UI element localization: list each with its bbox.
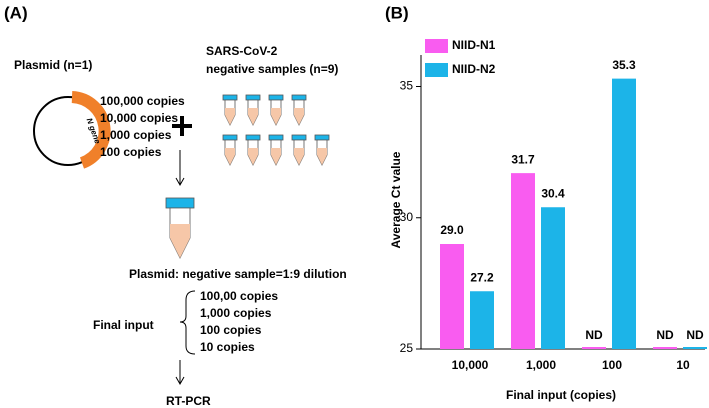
tube-cap [268,134,284,141]
bar [612,78,636,349]
final-input: 100,00 copies [200,289,278,303]
assay: RT-PCR [166,394,211,408]
arrow [175,360,185,386]
tube-liquid [170,224,190,258]
y-tick-label: 35 [400,79,414,93]
tube-cap [165,197,195,209]
legend-swatch [425,63,448,77]
tube-liquid [317,148,327,165]
x-tick-label: 1,000 [526,358,556,372]
tube-liquid [271,148,281,165]
value-label: 29.0 [440,223,464,237]
value-label: ND [656,328,674,342]
copies: 1,000 copies [100,128,172,142]
bar [470,291,494,349]
legend-swatch [425,39,448,53]
legend-label: NIID-N2 [452,62,496,76]
samples-title: negative samples (n=9) [206,62,338,76]
panel-a: (A) Plasmid (n=1) N gene 100,000 copies … [4,3,347,408]
y-tick-label: 30 [400,210,414,224]
tube-liquid [225,148,235,165]
plus [172,116,192,136]
tube-cap [291,134,307,141]
final-input: 10 copies [200,340,255,354]
x-axis-label: Final input (copies) [506,388,616,402]
panel-label: (B) [385,3,409,22]
tube-liquid [294,148,304,165]
legend-label: NIID-N1 [452,38,496,52]
tube-cap [245,94,261,101]
tube-cap [268,94,284,101]
tube-cap [222,134,238,141]
final-input-label: Final input [93,318,154,332]
samples-title: SARS-CoV-2 [206,44,278,58]
y-axis-label: Average Ct value [389,151,403,248]
value-label: 27.2 [470,270,494,284]
x-tick-label: 10 [676,358,690,372]
x-tick-label: 10,000 [452,358,489,372]
tube-liquid [294,108,304,125]
tube-cap [245,134,261,141]
bar [440,244,464,349]
tube-cap [222,94,238,101]
final-input: 1,000 copies [200,306,272,320]
bar [541,207,565,349]
panel-label: (A) [4,3,28,22]
y-tick-label: 25 [400,341,414,355]
x-tick-label: 100 [602,358,622,372]
tube-liquid [248,108,258,125]
dilution: Plasmid: negative sample=1:9 dilution [129,267,347,281]
tube-cap [314,134,330,141]
value-label: ND [585,328,603,342]
value-label: ND [686,328,704,342]
final-input: 100 copies [200,323,262,337]
bar [511,173,535,349]
copies: 100 copies [100,145,162,159]
value-label: 31.7 [511,152,535,166]
copies: 10,000 copies [100,111,178,125]
tube-liquid [225,108,235,125]
value-label: 30.4 [541,186,565,200]
brace [179,290,196,355]
value-label: 35.3 [612,58,636,72]
tube-liquid [248,148,258,165]
gene-arc [71,91,111,169]
tube-cap [291,94,307,101]
copies: 100,000 copies [100,94,185,108]
arrow [175,150,185,187]
tube-liquid [271,108,281,125]
plasmid-title: Plasmid (n=1) [14,58,92,72]
